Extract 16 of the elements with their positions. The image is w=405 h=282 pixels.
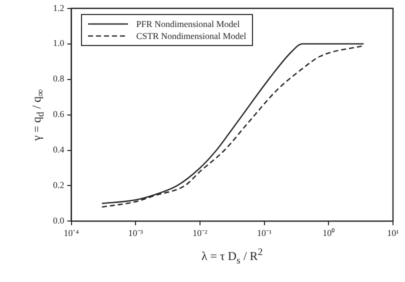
- legend-label: PFR Nondimensional Model: [136, 19, 240, 30]
- x-tick-label: 10⁻³: [128, 228, 144, 238]
- y-tick-label: 0.0: [53, 216, 65, 226]
- y-tick-label: 0.8: [53, 74, 65, 84]
- x-axis-title: λ = τ D$_{s}$ / R$^{2}$: [201, 247, 263, 267]
- x-tick-label: 10⁻²: [192, 228, 208, 238]
- y-tick-label: 0.4: [53, 144, 65, 155]
- x-tick-label: 10¹: [387, 228, 400, 238]
- x-tick-label: 10⁻⁴: [64, 228, 79, 238]
- y-tick-label: 0.6: [53, 109, 65, 120]
- x-tick-label: 10⁻¹: [256, 228, 272, 238]
- x-tick-label: 10⁰: [322, 228, 335, 238]
- y-tick-label: 0.2: [53, 180, 64, 190]
- legend-label: CSTR Nondimensional Model: [136, 31, 246, 42]
- y-tick-label: 1.2: [53, 2, 64, 13]
- y-tick-label: 1.0: [53, 38, 65, 48]
